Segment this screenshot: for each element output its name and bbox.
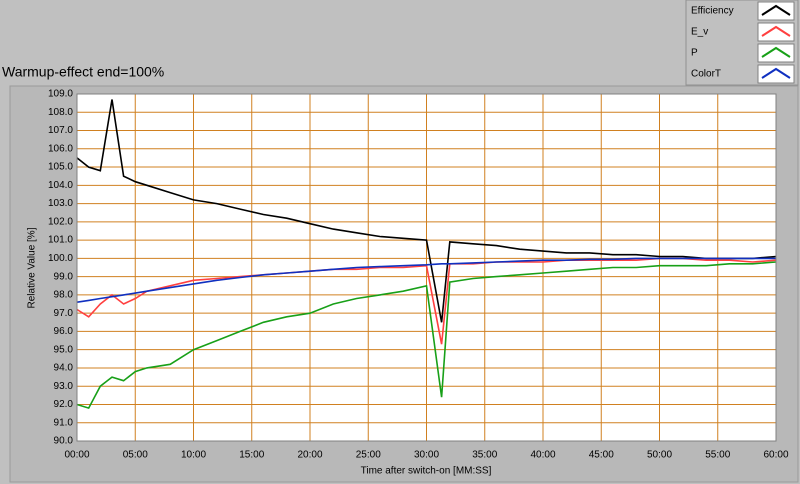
y-tick-label: 107.0 [48,125,73,136]
series-line [76,261,777,410]
y-tick-label: 104.0 [48,180,73,191]
y-tick-label: 103.0 [48,198,73,209]
y-tick-label: 96.0 [54,326,74,337]
plot-border [76,93,777,442]
legend-swatch-box [757,1,795,21]
x-tick-label: 45:00 [589,450,614,461]
y-tick-label: 93.0 [54,381,74,392]
legend-label: Efficiency [691,6,734,17]
y-tick-label: 98.0 [54,290,74,301]
x-axis-label: Time after switch-on [MM:SS] [361,466,492,477]
y-axis-label: Relative Value [%] [27,227,38,308]
y-tick-label: 109.0 [48,89,73,100]
legend-swatch-box [757,64,795,84]
x-tick-label: 35:00 [472,450,497,461]
legend-swatch [761,67,791,79]
series-line [76,257,776,303]
legend-swatch-box [757,22,795,42]
y-tick-label: 90.0 [54,436,74,447]
series-line [76,99,777,323]
y-tick-label: 102.0 [48,216,73,227]
series-line [76,257,777,345]
y-tick-label: 97.0 [54,308,74,319]
legend-label: E_v [691,27,708,38]
y-tick-label: 91.0 [54,417,74,428]
legend-swatch [761,46,791,58]
y-tick-label: 92.0 [54,399,74,410]
chart-title: Warmup-effect end=100% [2,64,164,80]
y-tick-label: 100.0 [48,253,73,264]
x-tick-label: 05:00 [123,450,148,461]
x-tick-label: 10:00 [181,450,206,461]
y-tick-label: 95.0 [54,344,74,355]
legend-label: P [691,48,698,59]
y-tick-label: 108.0 [48,107,73,118]
x-tick-label: 40:00 [530,450,555,461]
y-tick-label: 106.0 [48,143,73,154]
x-tick-label: 60:00 [763,450,788,461]
x-tick-label: 55:00 [705,450,730,461]
x-tick-label: 25:00 [356,450,381,461]
x-tick-label: 30:00 [414,450,439,461]
legend-label: ColorT [691,69,721,80]
legend-swatch [761,4,791,16]
x-tick-label: 50:00 [647,450,672,461]
x-tick-label: 15:00 [239,450,264,461]
legend-swatch [761,25,791,37]
y-tick-label: 94.0 [54,363,74,374]
x-tick-label: 20:00 [297,450,322,461]
y-tick-label: 105.0 [48,162,73,173]
y-tick-label: 101.0 [48,235,73,246]
legend-swatch-box [757,43,795,63]
x-tick-label: 00:00 [64,450,89,461]
y-tick-label: 99.0 [54,271,74,282]
